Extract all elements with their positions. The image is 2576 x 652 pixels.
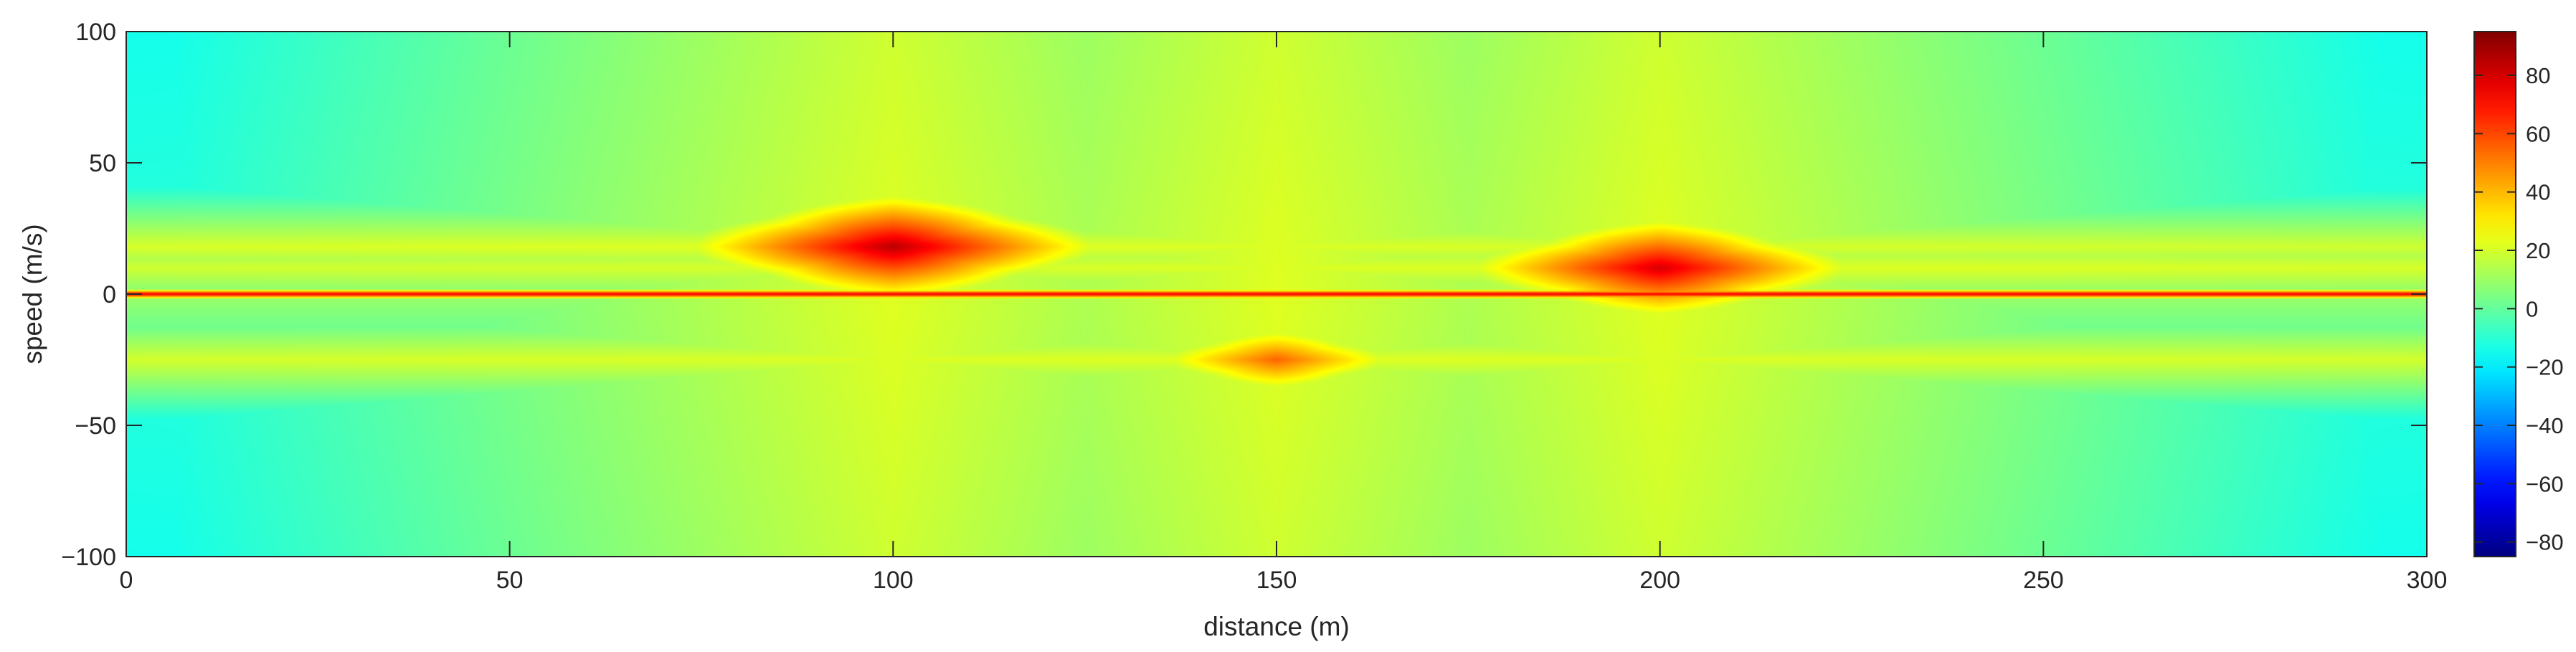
colorbar-frame (2473, 31, 2516, 557)
y-axis-label: speed (m/s) (18, 224, 47, 364)
y-tick-label: 100 (75, 19, 116, 46)
x-tick-label: 300 (2407, 567, 2448, 594)
colorbar-tick-label: 20 (2526, 238, 2550, 263)
x-tick-label: 200 (1639, 567, 1680, 594)
x-tick-label: 150 (1256, 567, 1297, 594)
heatmap-image (126, 32, 2427, 557)
colorbar-tick-label: −40 (2526, 413, 2564, 438)
x-tick-label: 0 (120, 567, 133, 594)
x-axis-label: distance (m) (1203, 612, 1350, 641)
colorbar-tick-label: 80 (2526, 63, 2550, 88)
y-axis: −100 −50 0 50 100 (61, 19, 2427, 571)
x-tick-label: 250 (2023, 567, 2064, 594)
colorbar-tick-label: −20 (2526, 355, 2564, 380)
x-tick-label: 50 (496, 567, 524, 594)
colorbar (2474, 32, 2516, 557)
colorbar-tick-label: 0 (2526, 296, 2538, 321)
x-tick-label: 100 (873, 567, 914, 594)
colorbar-tick-label: −60 (2526, 471, 2564, 496)
y-tick-label: 50 (89, 150, 116, 177)
y-tick-label: 0 (103, 281, 116, 308)
x-axis: 0 50 100 150 200 250 300 (120, 32, 2448, 594)
y-tick-label: −50 (75, 412, 116, 440)
colorbar-ticks: −80 −60 −40 −20 0 20 40 60 80 (2474, 63, 2564, 555)
y-tick-label: −100 (61, 544, 116, 571)
colorbar-tick-label: −80 (2526, 530, 2564, 555)
colorbar-tick-label: 40 (2526, 180, 2550, 205)
colorbar-tick-label: 60 (2526, 121, 2550, 146)
